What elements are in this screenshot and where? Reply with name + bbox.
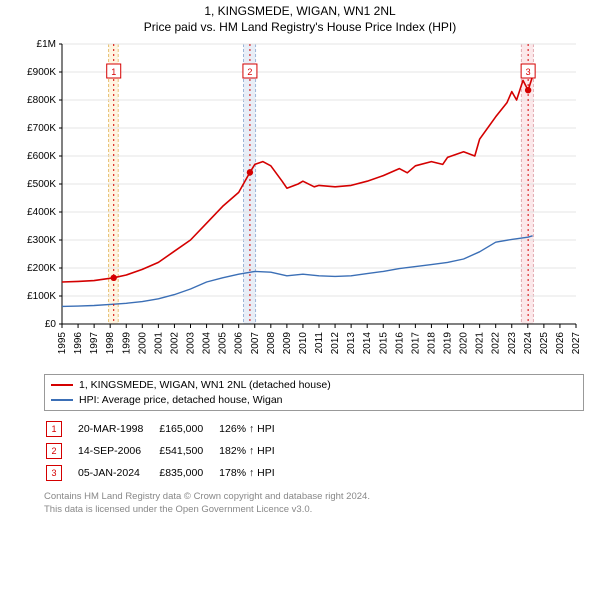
footer-line: Contains HM Land Registry data © Crown c… — [44, 491, 584, 503]
svg-text:2000: 2000 — [137, 332, 148, 355]
page-subtitle: Price paid vs. HM Land Registry's House … — [0, 20, 600, 34]
sale-date: 14-SEP-2006 — [78, 441, 157, 461]
svg-text:2019: 2019 — [443, 332, 454, 355]
sales-table: 1 20-MAR-1998£165,000126% ↑ HPI 2 14-SEP-20… — [44, 417, 291, 485]
svg-text:2012: 2012 — [330, 332, 341, 355]
svg-text:2014: 2014 — [362, 332, 373, 355]
sale-date: 05-JAN-2024 — [78, 463, 157, 483]
svg-text:£300K: £300K — [27, 235, 56, 246]
svg-text:2010: 2010 — [298, 332, 309, 355]
svg-text:£400K: £400K — [27, 207, 56, 218]
sale-ratio: 182% ↑ HPI — [219, 441, 288, 461]
svg-text:£200K: £200K — [27, 263, 56, 274]
svg-text:2008: 2008 — [266, 332, 277, 355]
sale-ratio: 178% ↑ HPI — [219, 463, 288, 483]
svg-text:£900K: £900K — [27, 67, 56, 78]
legend-item: 1, KINGSMEDE, WIGAN, WN1 2NL (detached h… — [51, 378, 577, 393]
footer: Contains HM Land Registry data © Crown c… — [44, 491, 584, 516]
svg-text:2005: 2005 — [218, 332, 229, 355]
sale-price: £165,000 — [159, 419, 217, 439]
legend-swatch — [51, 399, 73, 401]
sale-marker: 1 — [46, 421, 62, 437]
svg-text:2024: 2024 — [523, 332, 534, 355]
chart-svg: £0 £100K £200K £300K £400K £500K £600K £700K £80… — [10, 38, 590, 368]
svg-text:1999: 1999 — [121, 332, 132, 355]
page-title: 1, KINGSMEDE, WIGAN, WN1 2NL — [0, 4, 600, 18]
svg-text:1995: 1995 — [57, 332, 68, 355]
svg-text:2004: 2004 — [202, 332, 213, 355]
svg-text:2002: 2002 — [169, 332, 180, 355]
svg-text:2026: 2026 — [555, 332, 566, 355]
svg-text:£0: £0 — [45, 319, 57, 330]
svg-text:2021: 2021 — [475, 332, 486, 355]
svg-text:2011: 2011 — [314, 332, 325, 354]
svg-text:2003: 2003 — [186, 332, 197, 355]
svg-text:£600K: £600K — [27, 151, 56, 162]
svg-text:2023: 2023 — [507, 332, 518, 355]
sales-row: 2 14-SEP-2006£541,500182% ↑ HPI — [46, 441, 289, 461]
svg-text:£800K: £800K — [27, 95, 56, 106]
svg-text:£700K: £700K — [27, 123, 56, 134]
svg-text:2017: 2017 — [410, 332, 421, 355]
svg-text:2: 2 — [247, 67, 252, 77]
svg-text:£500K: £500K — [27, 179, 56, 190]
sale-ratio: 126% ↑ HPI — [219, 419, 288, 439]
sale-marker: 2 — [46, 443, 62, 459]
sale-marker: 3 — [46, 465, 62, 481]
sale-price: £541,500 — [159, 441, 217, 461]
svg-text:1996: 1996 — [73, 332, 84, 355]
svg-text:2006: 2006 — [234, 332, 245, 355]
sales-row: 1 20-MAR-1998£165,000126% ↑ HPI — [46, 419, 289, 439]
legend-swatch — [51, 384, 73, 386]
sale-price: £835,000 — [159, 463, 217, 483]
svg-text:2009: 2009 — [282, 332, 293, 355]
chart: £0 £100K £200K £300K £400K £500K £600K £700K £80… — [10, 38, 590, 368]
svg-text:£100K: £100K — [27, 291, 56, 302]
sales-row: 3 05-JAN-2024£835,000178% ↑ HPI — [46, 463, 289, 483]
svg-text:2027: 2027 — [571, 332, 582, 355]
svg-text:2007: 2007 — [250, 332, 261, 355]
svg-text:2015: 2015 — [378, 332, 389, 355]
svg-text:1997: 1997 — [89, 332, 100, 355]
svg-text:2025: 2025 — [539, 332, 550, 355]
footer-line: This data is licensed under the Open Gov… — [44, 504, 584, 516]
svg-text:2022: 2022 — [491, 332, 502, 355]
svg-text:1998: 1998 — [105, 332, 116, 355]
svg-text:2018: 2018 — [426, 332, 437, 355]
legend-item: HPI: Average price, detached house, Wiga… — [51, 393, 577, 408]
svg-text:3: 3 — [526, 67, 531, 77]
svg-text:2001: 2001 — [153, 332, 164, 355]
svg-text:1: 1 — [111, 67, 116, 77]
sale-date: 20-MAR-1998 — [78, 419, 157, 439]
legend-label: 1, KINGSMEDE, WIGAN, WN1 2NL (detached h… — [79, 378, 331, 393]
svg-text:2016: 2016 — [394, 332, 405, 355]
svg-text:£1M: £1M — [37, 39, 56, 50]
legend-label: HPI: Average price, detached house, Wiga… — [79, 393, 283, 408]
svg-text:2020: 2020 — [459, 332, 470, 355]
svg-text:2013: 2013 — [346, 332, 357, 355]
legend: 1, KINGSMEDE, WIGAN, WN1 2NL (detached h… — [44, 374, 584, 411]
